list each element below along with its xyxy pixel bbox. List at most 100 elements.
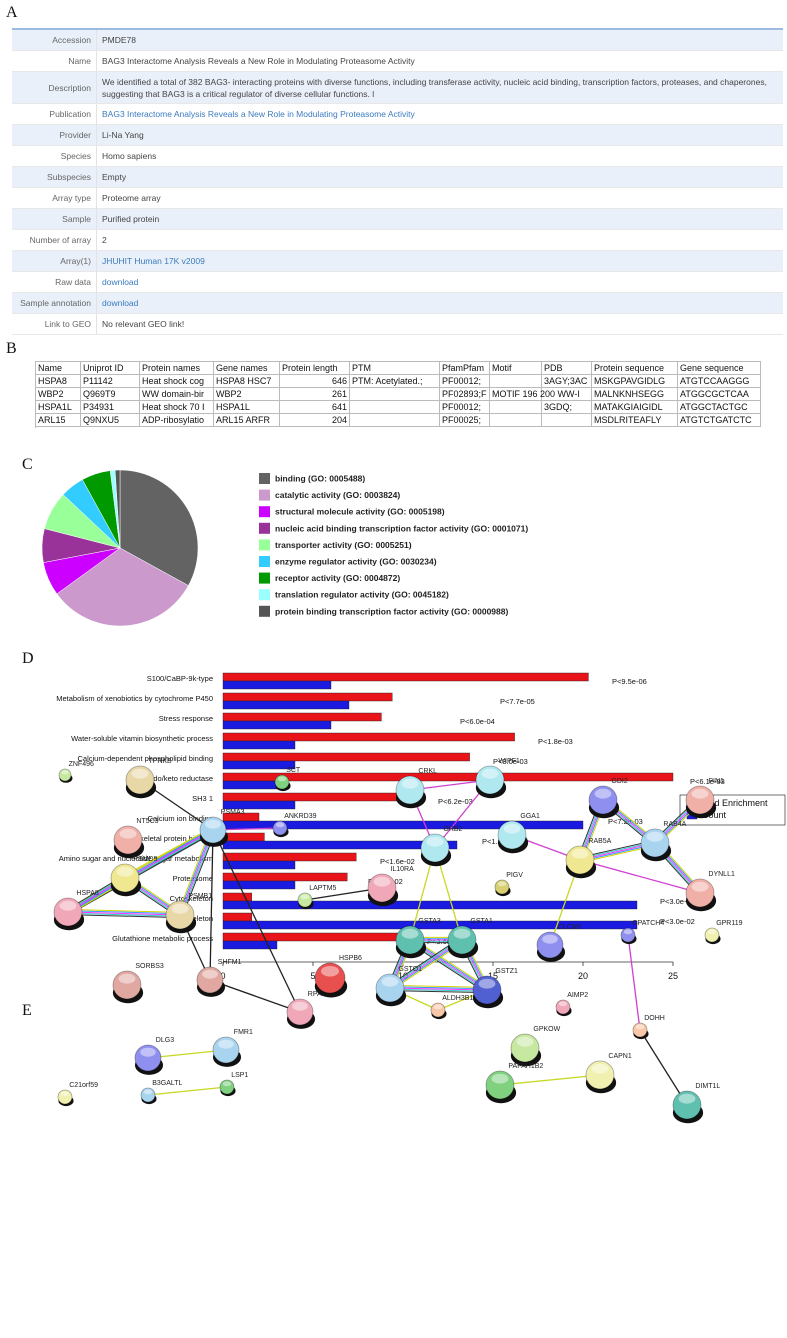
- node-highlight: [433, 1004, 443, 1010]
- edge: [69, 879, 127, 915]
- link[interactable]: BAG3 Interactome Analysis Reveals a New …: [102, 109, 415, 119]
- column-header: Gene sequence: [678, 362, 761, 375]
- cell: [490, 401, 542, 414]
- pie-slice: [62, 479, 121, 549]
- node-label: RAB4A: [663, 821, 686, 828]
- edge: [409, 940, 487, 992]
- edge: [181, 830, 216, 917]
- link[interactable]: download: [102, 298, 139, 308]
- node: [475, 765, 505, 795]
- info-row: Number of array 2: [12, 229, 783, 251]
- edge: [66, 875, 124, 911]
- cell: P34931: [81, 401, 140, 414]
- category-label: Glutathione metabolic process: [112, 934, 213, 943]
- cell: [490, 414, 542, 427]
- node: [395, 925, 425, 955]
- category-label: Cytoskeletal protein binding: [121, 834, 213, 843]
- node: [472, 975, 502, 1005]
- edge: [577, 798, 602, 860]
- cell: ARL15: [36, 414, 81, 427]
- edge: [579, 799, 604, 861]
- edge: [147, 1049, 227, 1059]
- edge: [389, 988, 487, 992]
- bar: [222, 840, 458, 850]
- cell: Q9NXU5: [81, 414, 140, 427]
- category-label: Metabolism of xenobiotics by cytochrome …: [56, 694, 213, 703]
- legend-label: Count: [702, 810, 727, 820]
- node-shadow: [536, 942, 566, 962]
- node: [212, 1036, 240, 1064]
- legend-swatch: [259, 506, 270, 518]
- bar: [222, 732, 515, 742]
- edge: [579, 839, 655, 858]
- node-shadow: [125, 777, 157, 799]
- info-value: Homo sapiens: [96, 145, 783, 167]
- annotation: P<7.7e-05: [500, 697, 535, 706]
- node-shadow: [685, 797, 717, 819]
- cell: 646: [280, 375, 350, 388]
- cell: MSDLRITEAFLY: [592, 414, 678, 427]
- node: [672, 1090, 702, 1120]
- node-label: TPRKB: [148, 758, 172, 765]
- cell: 641: [280, 401, 350, 414]
- link[interactable]: JHUHIT Human 17K v2009: [102, 256, 205, 266]
- column-header: Protein sequence: [592, 362, 678, 375]
- bar: [222, 692, 393, 702]
- category-label: Calcium-dependent phospholipid binding: [77, 754, 213, 763]
- node-label: FMR1: [234, 1029, 253, 1036]
- x-tick-label: 0: [220, 971, 225, 981]
- edge: [68, 830, 214, 914]
- x-tick-label: 25: [668, 971, 678, 981]
- edge: [209, 979, 301, 1013]
- legend-box: [679, 794, 786, 826]
- edge: [437, 989, 488, 1011]
- node-shadow: [640, 840, 672, 862]
- edge: [410, 938, 488, 990]
- edge: [462, 939, 489, 990]
- cell: Q969T9: [81, 388, 140, 401]
- column-header: PfamPfam: [440, 362, 490, 375]
- node: [447, 925, 477, 955]
- edge: [179, 829, 214, 916]
- annotation: P<9.5e-06: [612, 677, 647, 686]
- node: [420, 833, 450, 863]
- edge: [511, 834, 581, 861]
- info-label: Subspecies: [12, 166, 97, 188]
- edge: [68, 910, 181, 915]
- info-label: Array(1): [12, 250, 97, 272]
- info-label: Array type: [12, 187, 97, 209]
- pie-slice: [56, 547, 189, 627]
- info-label: Publication: [12, 103, 97, 125]
- cell: HSPA8: [36, 375, 81, 388]
- node-shadow: [705, 933, 721, 945]
- edge: [180, 830, 215, 916]
- node-label: WIPF1: [498, 758, 519, 765]
- info-value: BAG3 Interactome Analysis Reveals a New …: [96, 50, 783, 72]
- column-header: Gene names: [214, 362, 280, 375]
- node: [565, 845, 595, 875]
- link[interactable]: download: [102, 277, 139, 287]
- node-highlight: [218, 1039, 234, 1049]
- bar: [222, 720, 332, 730]
- cell: PTM: Acetylated.;: [350, 375, 440, 388]
- node-label: AIMP2: [567, 992, 588, 999]
- node-label: ANKRD39: [284, 813, 316, 820]
- edge: [125, 830, 214, 880]
- edge: [499, 1074, 601, 1086]
- bar: [222, 780, 278, 790]
- legend-label: protein binding transcription factor act…: [275, 606, 508, 616]
- node: [165, 900, 195, 930]
- node-label: GPKOW: [533, 1026, 560, 1033]
- node-shadow: [58, 1095, 74, 1107]
- legend-swatch: [259, 589, 270, 601]
- column-header: PTM: [350, 362, 440, 375]
- node-highlight: [321, 966, 339, 977]
- edge: [123, 878, 180, 917]
- node-shadow: [212, 1047, 242, 1067]
- pie-slice: [109, 469, 121, 549]
- column-header: Name: [36, 362, 81, 375]
- node: [196, 966, 224, 994]
- edge: [67, 829, 214, 913]
- bar: [222, 680, 332, 690]
